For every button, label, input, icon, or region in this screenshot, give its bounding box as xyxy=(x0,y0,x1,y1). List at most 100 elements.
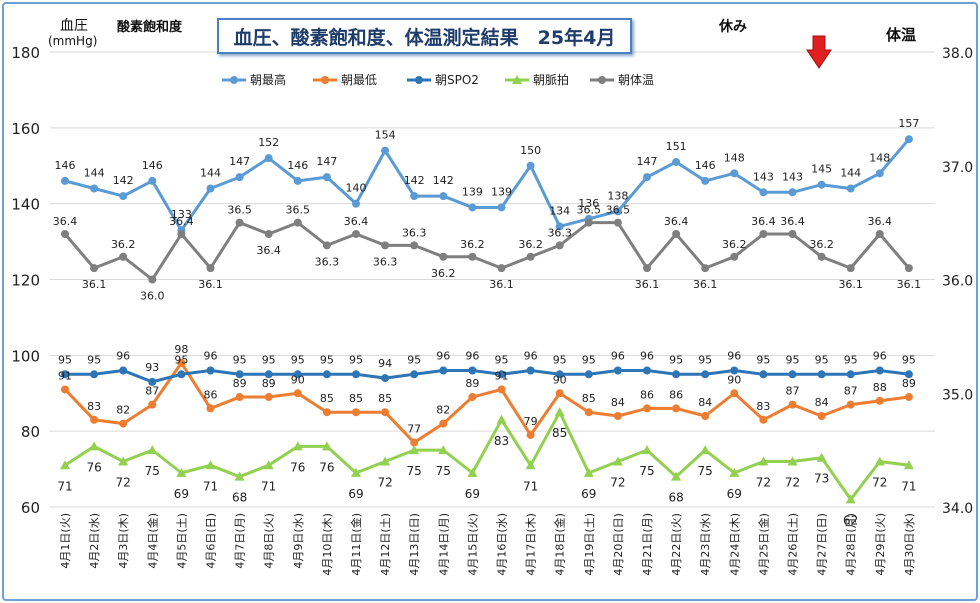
data-point xyxy=(875,230,884,238)
data-label: 82 xyxy=(436,404,450,417)
data-point xyxy=(264,230,273,238)
x-tick-label: 4月17日(木) xyxy=(525,513,538,576)
data-point xyxy=(119,419,128,428)
data-point xyxy=(467,467,478,477)
data-point xyxy=(293,218,302,227)
data-point xyxy=(759,188,768,197)
data-point xyxy=(672,230,681,238)
axis-tick-labels: 60 80 100 120 140 160 180 34.0 35.0 36.0 37.0 38.0 4… xyxy=(11,44,973,576)
data-point xyxy=(788,188,797,197)
data-point xyxy=(758,456,769,466)
data-point xyxy=(351,467,361,477)
data-point xyxy=(206,404,215,413)
data-label: 96 xyxy=(640,350,654,363)
data-label: 88 xyxy=(873,381,887,394)
data-point xyxy=(672,370,681,379)
x-tick-label: 4月7日(月) xyxy=(234,513,247,569)
data-label: 36.3 xyxy=(373,255,398,268)
data-label: 143 xyxy=(753,170,774,183)
y-left-tick-label: 180 xyxy=(11,44,40,62)
data-point xyxy=(817,252,826,261)
data-label: 96 xyxy=(436,350,450,363)
x-tick-label: 4月3日(木) xyxy=(117,513,130,569)
data-point xyxy=(381,146,390,155)
x-tick-label: 4月16日(水) xyxy=(496,513,509,576)
data-point xyxy=(438,445,449,455)
data-label: 79 xyxy=(524,415,538,428)
data-label: 68 xyxy=(232,491,247,505)
data-label: 62 xyxy=(843,513,858,527)
data-point xyxy=(526,252,535,261)
data-point xyxy=(468,366,477,375)
data-label: 36.5 xyxy=(227,204,252,217)
data-point xyxy=(439,419,448,428)
legend-marker xyxy=(321,76,329,84)
data-point xyxy=(787,456,798,466)
data-label: 96 xyxy=(116,350,130,363)
data-point xyxy=(730,389,739,398)
data-label: 95 xyxy=(87,353,101,366)
data-point xyxy=(468,393,477,402)
data-label: 95 xyxy=(582,353,596,366)
data-label: 142 xyxy=(433,174,454,187)
data-point xyxy=(730,169,739,178)
data-label: 36.1 xyxy=(82,278,107,291)
data-label: 36.2 xyxy=(460,238,485,251)
data-point xyxy=(846,264,855,273)
data-point xyxy=(554,407,565,417)
data-label: 147 xyxy=(316,155,337,168)
data-point xyxy=(293,389,302,398)
x-tick-label: 4月22日(火) xyxy=(670,513,683,576)
data-point xyxy=(410,370,419,379)
data-point xyxy=(292,441,303,451)
data-point xyxy=(263,460,274,470)
x-tick-label: 4月6日(日) xyxy=(205,513,218,569)
data-point xyxy=(846,400,855,409)
data-point xyxy=(321,441,332,451)
x-tick-label: 4月10日(木) xyxy=(321,513,334,576)
data-point xyxy=(555,222,564,231)
data-label: 71 xyxy=(523,479,538,493)
data-label: 75 xyxy=(698,464,713,478)
data-label: 91 xyxy=(58,369,72,382)
data-label: 89 xyxy=(465,377,479,390)
data-point xyxy=(61,176,69,185)
data-label: 36.1 xyxy=(897,278,922,291)
data-label: 95 xyxy=(902,353,916,366)
data-label: 72 xyxy=(756,476,771,490)
legend-label: 朝脈拍 xyxy=(533,72,569,87)
data-label: 36.4 xyxy=(344,215,369,228)
data-label: 146 xyxy=(287,159,308,172)
data-label: 86 xyxy=(640,388,654,401)
data-label: 69 xyxy=(727,487,742,501)
x-tick-label: 4月1日(火) xyxy=(59,513,72,569)
data-label: 71 xyxy=(203,479,218,493)
data-label: 85 xyxy=(552,426,567,440)
data-point xyxy=(206,366,215,375)
data-label: 95 xyxy=(815,353,829,366)
data-label: 36.3 xyxy=(315,255,340,268)
data-label: 36.5 xyxy=(606,204,631,217)
data-label: 90 xyxy=(291,373,305,386)
data-point xyxy=(672,157,681,166)
data-point xyxy=(206,184,215,193)
data-label: 69 xyxy=(465,487,480,501)
data-point xyxy=(817,370,826,379)
data-label: 87 xyxy=(145,385,159,398)
data-point xyxy=(90,264,99,273)
data-point xyxy=(759,370,768,379)
data-label: 36.1 xyxy=(693,278,718,291)
data-label: 36.2 xyxy=(518,238,543,251)
data-point xyxy=(410,241,419,250)
data-point xyxy=(759,230,768,238)
data-label: 84 xyxy=(815,396,829,409)
data-label: 90 xyxy=(553,373,567,386)
data-label: 36.4 xyxy=(169,215,194,228)
data-label: 36.1 xyxy=(489,278,514,291)
data-label: 72 xyxy=(116,476,131,490)
data-label: 72 xyxy=(377,476,392,490)
x-tick-label: 4月18日(金) xyxy=(553,513,567,576)
data-point xyxy=(555,241,564,250)
y-right-tick-label: 38.0 xyxy=(942,46,973,62)
data-label: 72 xyxy=(872,476,887,490)
